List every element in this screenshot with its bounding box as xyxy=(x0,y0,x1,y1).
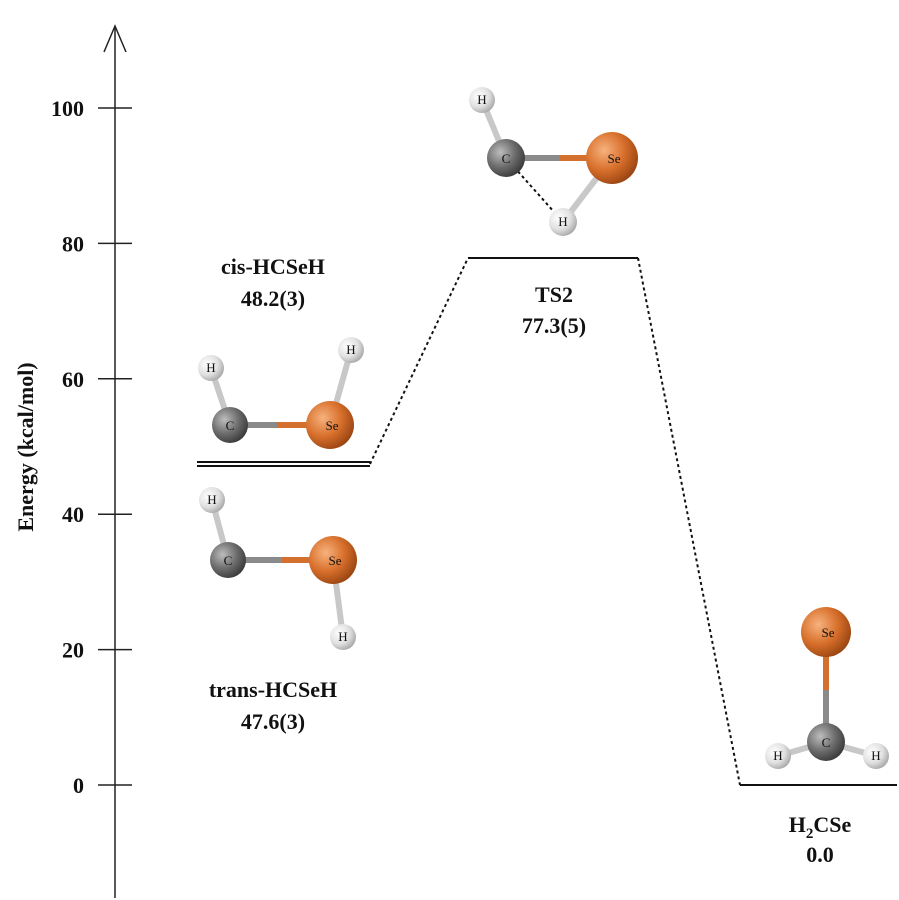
ts2-molecule: H H C Se xyxy=(469,87,638,236)
y-axis-ticks: 0 20 40 60 80 100 xyxy=(51,96,132,798)
y-tick-label: 0 xyxy=(73,773,84,798)
atom-label: Se xyxy=(329,553,342,568)
atom-label: H xyxy=(477,92,486,107)
hydrogen-atom-icon xyxy=(863,743,889,769)
y-axis-arrow-icon xyxy=(103,24,127,53)
trans-molecule: H H C Se xyxy=(199,487,357,650)
trans-name: trans-HCSeH xyxy=(209,677,337,702)
hydrogen-atom-icon xyxy=(198,355,224,381)
y-tick-label: 20 xyxy=(62,638,84,663)
selenium-atom-icon xyxy=(309,536,357,584)
cis-energy: 48.2(3) xyxy=(241,286,305,311)
hydrogen-atom-icon xyxy=(549,208,577,236)
hydrogen-atom-icon xyxy=(199,487,225,513)
selenium-atom-icon xyxy=(801,607,851,657)
atom-label: C xyxy=(224,553,233,568)
selenium-atom-icon xyxy=(306,401,354,449)
atom-label: C xyxy=(822,735,831,750)
atom-label: H xyxy=(773,748,782,763)
ts2-name: TS2 xyxy=(535,282,573,307)
y-tick-label: 100 xyxy=(51,96,84,121)
y-tick-label: 80 xyxy=(62,231,84,256)
cis-molecule: H H C Se xyxy=(198,337,364,449)
atom-label: H xyxy=(346,342,355,357)
ts2-energy: 77.3(5) xyxy=(522,313,586,338)
atom-label: Se xyxy=(608,151,621,166)
y-tick-label: 60 xyxy=(62,367,84,392)
atom-label: H xyxy=(206,360,215,375)
connector-trans-ts2 xyxy=(369,257,469,465)
y-axis: 0 20 40 60 80 100 Energy (kcal/mol) xyxy=(13,24,132,898)
atom-label: C xyxy=(226,418,235,433)
h2cse-energy: 0.0 xyxy=(806,842,834,867)
atom-label: H xyxy=(558,214,567,229)
cis-name: cis-HCSeH xyxy=(221,254,325,279)
h2cse-name: H2CSe xyxy=(789,812,852,842)
h2cse-molecule: H H C Se xyxy=(765,607,889,769)
selenium-atom-icon xyxy=(586,132,638,184)
atom-label: C xyxy=(502,151,511,166)
carbon-atom-icon xyxy=(807,723,845,761)
carbon-atom-icon xyxy=(487,139,525,177)
energy-levels xyxy=(197,257,897,786)
connector-ts2-h2cse xyxy=(637,257,741,786)
atom-label: H xyxy=(338,629,347,644)
atom-label: Se xyxy=(326,418,339,433)
state-labels: cis-HCSeH 48.2(3) trans-HCSeH 47.6(3) TS… xyxy=(209,254,852,867)
hydrogen-atom-icon xyxy=(469,87,495,113)
y-tick-label: 40 xyxy=(62,502,84,527)
carbon-atom-icon xyxy=(212,407,248,443)
y-axis-label: Energy (kcal/mol) xyxy=(13,362,38,531)
hydrogen-atom-icon xyxy=(330,624,356,650)
hydrogen-atom-icon xyxy=(765,743,791,769)
atom-label: H xyxy=(871,748,880,763)
hydrogen-atom-icon xyxy=(338,337,364,363)
atom-label: H xyxy=(207,492,216,507)
trans-energy: 47.6(3) xyxy=(241,709,305,734)
carbon-atom-icon xyxy=(210,542,246,578)
atom-label: Se xyxy=(822,625,835,640)
